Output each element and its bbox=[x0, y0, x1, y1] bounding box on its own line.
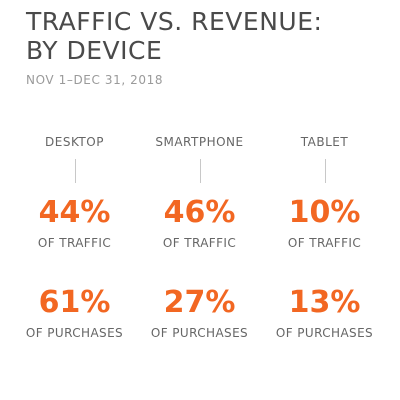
device-column-tablet: TABLET 10% OF TRAFFIC 13% OF PURCHASES bbox=[258, 135, 391, 355]
device-column-desktop: DESKTOP 44% OF TRAFFIC 61% OF PURCHASES bbox=[8, 135, 141, 355]
device-label: SMARTPHONE bbox=[155, 135, 244, 149]
column-divider bbox=[199, 159, 201, 183]
traffic-percent: 46% bbox=[163, 195, 236, 230]
traffic-label: OF TRAFFIC bbox=[162, 236, 237, 250]
device-label: TABLET bbox=[300, 135, 349, 149]
purchases-percent: 61% bbox=[38, 285, 111, 320]
device-column-smartphone: SMARTPHONE 46% OF TRAFFIC 27% OF PURCHAS… bbox=[133, 135, 266, 355]
purchases-label: OF PURCHASES bbox=[25, 326, 124, 340]
column-divider bbox=[74, 159, 76, 183]
traffic-percent: 44% bbox=[38, 195, 111, 230]
chart-title-line-1: TRAFFIC VS. REVENUE: bbox=[26, 7, 323, 36]
purchases-label: OF PURCHASES bbox=[150, 326, 249, 340]
purchases-percent: 27% bbox=[163, 285, 236, 320]
chart-title: TRAFFIC VS. REVENUE: BY DEVICE bbox=[26, 7, 322, 65]
column-divider bbox=[324, 159, 326, 183]
chart-title-line-2: BY DEVICE bbox=[26, 36, 163, 65]
traffic-percent: 10% bbox=[288, 195, 361, 230]
device-label: DESKTOP bbox=[45, 135, 104, 149]
traffic-label: OF TRAFFIC bbox=[37, 236, 112, 250]
purchases-label: OF PURCHASES bbox=[275, 326, 374, 340]
traffic-label: OF TRAFFIC bbox=[287, 236, 362, 250]
date-range-subtitle: NOV 1–DEC 31, 2018 bbox=[26, 73, 164, 87]
purchases-percent: 13% bbox=[288, 285, 361, 320]
